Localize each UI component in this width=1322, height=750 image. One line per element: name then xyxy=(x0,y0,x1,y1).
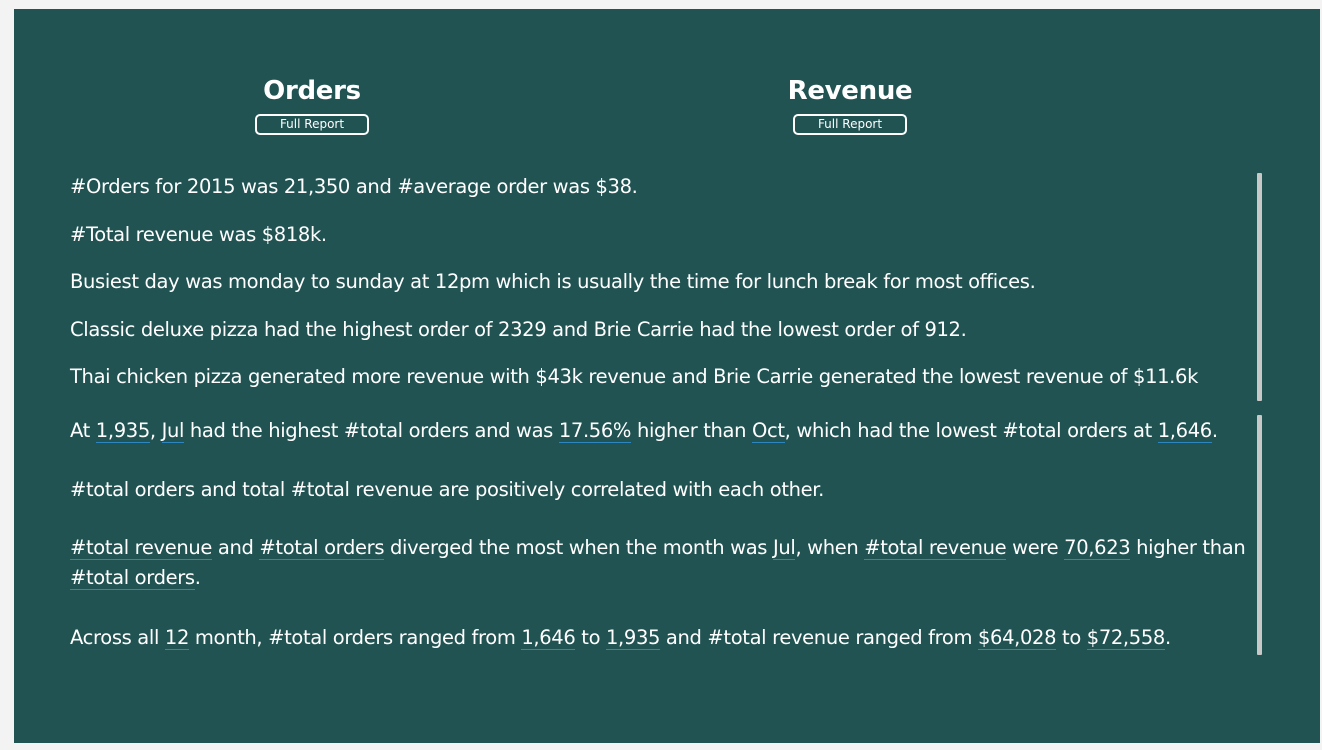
narrative-paragraph-correlation: #total orders and total #total revenue a… xyxy=(70,478,824,501)
narrative-value: 17.56% xyxy=(558,419,632,443)
narrative-value: 1,646 xyxy=(521,626,576,650)
narrative-text: higher than xyxy=(631,419,752,442)
narrative-value: 1,935 xyxy=(95,419,150,443)
narrative-value: #total revenue xyxy=(70,536,213,560)
narrative-text: higher than xyxy=(1130,536,1246,559)
narrative-scrollbar[interactable] xyxy=(1257,415,1262,655)
smart-narrative: At 1,935, Jul had the highest #total ord… xyxy=(70,416,1250,653)
narrative-text: and #total revenue ranged from xyxy=(660,626,978,649)
narrative-value: Oct xyxy=(752,419,785,443)
summary-scrollbar[interactable] xyxy=(1257,173,1262,401)
orders-title: Orders xyxy=(263,76,361,106)
revenue-full-report-button[interactable]: Full Report xyxy=(793,114,907,135)
narrative-text: . xyxy=(1211,419,1218,442)
narrative-paragraph-highest: At 1,935, Jul had the highest #total ord… xyxy=(70,416,1250,446)
narrative-value: 12 xyxy=(164,626,190,650)
narrative-text: and xyxy=(212,536,260,559)
summary-line: Classic deluxe pizza had the highest ord… xyxy=(70,317,967,341)
narrative-text: At xyxy=(70,419,96,442)
narrative-value: Jul xyxy=(772,536,796,560)
revenue-header: Revenue Full Report xyxy=(700,73,1000,135)
narrative-text: . xyxy=(194,566,201,589)
narrative-text: , when xyxy=(795,536,865,559)
narrative-text: had the highest #total orders and was xyxy=(184,419,559,442)
narrative-text: were xyxy=(1006,536,1065,559)
narrative-text: , xyxy=(149,419,162,442)
narrative-value: #total orders xyxy=(70,566,195,590)
narrative-value: $72,558 xyxy=(1086,626,1165,650)
narrative-value: #total orders xyxy=(259,536,385,560)
narrative-value: 1,935 xyxy=(606,626,661,650)
narrative-value: 1,646 xyxy=(1157,419,1212,443)
summary-line: #Total revenue was $818k. xyxy=(70,222,327,246)
orders-header: Orders Full Report xyxy=(162,73,462,135)
narrative-paragraph-divergence: #total revenue and #total orders diverge… xyxy=(70,533,1250,593)
narrative-text: to xyxy=(575,626,606,649)
narrative-text: to xyxy=(1056,626,1087,649)
narrative-text: , which had the lowest #total orders at xyxy=(784,419,1158,442)
narrative-value: $64,028 xyxy=(977,626,1057,650)
narrative-text: Across all xyxy=(70,626,165,649)
summary-text-box: #Orders for 2015 was 21,350 and #average… xyxy=(70,173,1250,411)
narrative-paragraph-range: Across all 12 month, #total orders range… xyxy=(70,623,1250,653)
narrative-value: 70,623 xyxy=(1064,536,1131,560)
narrative-text: month, #total orders ranged from xyxy=(189,626,522,649)
summary-line: Thai chicken pizza generated more revenu… xyxy=(70,365,1199,388)
narrative-value: #total revenue xyxy=(864,536,1007,560)
summary-line: #Orders for 2015 was 21,350 and #average… xyxy=(70,175,638,198)
narrative-text: . xyxy=(1164,626,1171,649)
orders-full-report-button[interactable]: Full Report xyxy=(255,114,369,135)
revenue-title: Revenue xyxy=(787,76,913,106)
summary-line: Busiest day was monday to sunday at 12pm… xyxy=(70,270,1036,293)
report-canvas: Orders Full Report Revenue Full Report #… xyxy=(14,9,1320,743)
narrative-value: Jul xyxy=(161,419,185,443)
narrative-text: diverged the most when the month was xyxy=(384,536,773,559)
